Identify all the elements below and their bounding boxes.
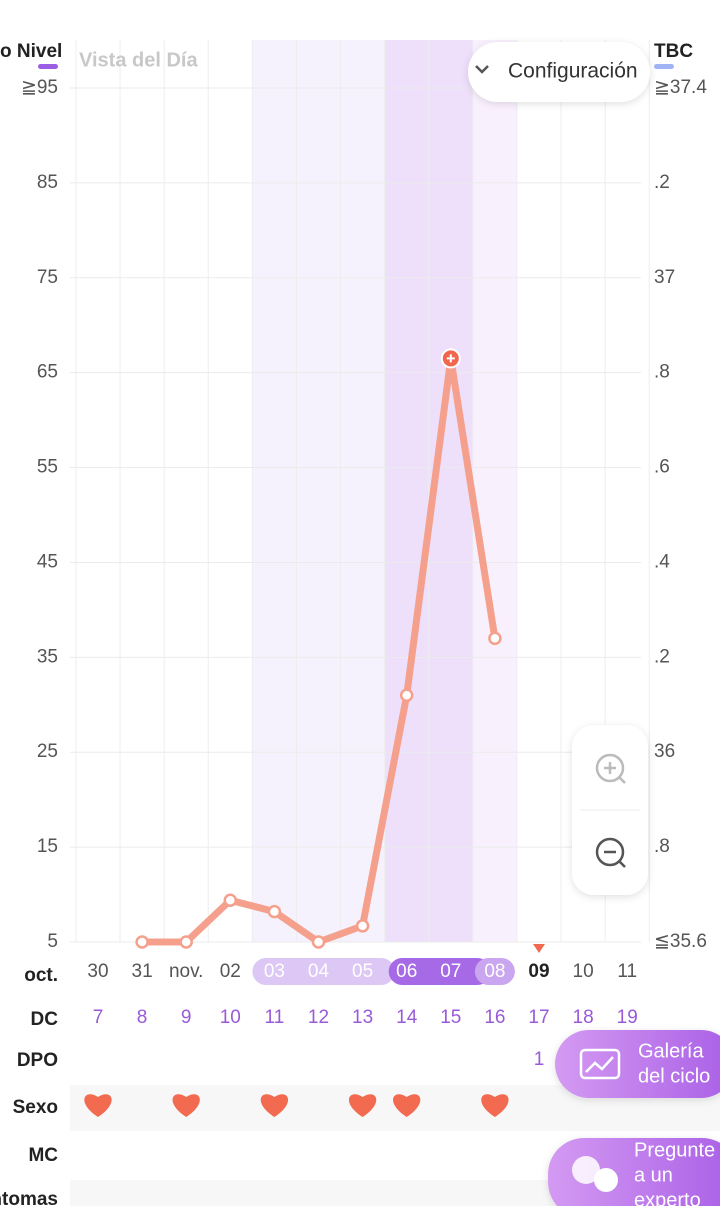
dc-value: 17 <box>528 1007 549 1028</box>
heart-icon <box>393 1094 421 1117</box>
dc-value: 15 <box>440 1007 461 1028</box>
y2-tick-label: 36 <box>654 741 675 762</box>
zoom-out[interactable] <box>595 837 626 868</box>
legend-swatch <box>38 64 58 69</box>
y-tick-label: 65 <box>37 362 58 383</box>
dc-value: 9 <box>181 1007 192 1028</box>
data-point <box>355 919 370 933</box>
x-tick-label: 06 <box>396 961 417 982</box>
dc-value: 16 <box>484 1007 505 1028</box>
x-tick-label: 02 <box>220 961 241 982</box>
settings-button[interactable] <box>468 42 650 102</box>
dc-value: 11 <box>265 1007 285 1028</box>
phase-band <box>472 40 517 942</box>
peak-icon <box>446 354 455 363</box>
row-label: DC <box>31 1009 59 1030</box>
date-pill <box>388 958 491 985</box>
y-tick-label: 55 <box>37 457 58 478</box>
y-tick-label: 75 <box>37 267 58 288</box>
data-point <box>311 935 326 949</box>
y2-tick-label: .2 <box>654 172 670 193</box>
y2-tick-label: .6 <box>654 457 670 478</box>
heart-icon <box>172 1094 200 1117</box>
x-tick-label: 07 <box>440 961 461 982</box>
dc-value: 19 <box>617 1007 638 1028</box>
x-tick-label: 11 <box>617 961 637 982</box>
row-label: DPO <box>17 1050 58 1071</box>
y2-tick-label: ≦35.6 <box>654 931 707 952</box>
ask-label[interactable]: a un <box>634 1164 673 1186</box>
right-title: TBC <box>654 41 693 62</box>
x-tick-label: 10 <box>573 961 594 982</box>
dc-value: 14 <box>396 1007 418 1028</box>
dc-value: 10 <box>220 1007 241 1028</box>
chevron-icon <box>475 65 489 74</box>
settings-label[interactable]: Configuración <box>508 60 638 83</box>
y-tick-label: 35 <box>37 646 58 667</box>
gallery-icon <box>579 1048 621 1080</box>
gallery-label[interactable]: del ciclo <box>638 1065 710 1087</box>
y2-tick-label: .4 <box>654 551 670 572</box>
y-tick-label: 5 <box>47 931 58 952</box>
ask-button[interactable] <box>548 1138 720 1206</box>
legend-swatch <box>654 64 674 69</box>
x-tick-label: 31 <box>132 961 153 982</box>
y-tick-label: 85 <box>37 172 58 193</box>
x-tick-label: 30 <box>87 961 108 982</box>
plot <box>135 348 502 949</box>
phase-band <box>252 40 385 942</box>
x-tick-label: nov. <box>169 961 204 982</box>
gallery-button[interactable] <box>555 1030 720 1098</box>
today-marker <box>533 944 545 953</box>
y-tick-label: 45 <box>37 551 58 572</box>
y2-tick-label: 37 <box>654 267 675 288</box>
ask-label[interactable]: Pregunte <box>634 1139 715 1161</box>
data-point <box>179 935 193 949</box>
heart-icon <box>260 1094 289 1117</box>
y2-tick-label: ≧37.4 <box>654 77 707 98</box>
heart-icon <box>348 1094 377 1117</box>
x-tick-label: 03 <box>264 961 285 982</box>
y2-tick-label: .8 <box>654 836 670 857</box>
dc-value: 18 <box>573 1007 594 1028</box>
data-point <box>267 904 282 919</box>
dc-value: 8 <box>137 1007 148 1028</box>
dc-value: 7 <box>93 1007 104 1028</box>
heart-icon <box>481 1094 509 1117</box>
date-pill <box>474 958 515 985</box>
dpo-value: 1 <box>534 1049 545 1070</box>
ask-icon <box>572 1156 618 1192</box>
gallery-label[interactable]: Galería <box>638 1040 704 1062</box>
x-tick-label: 05 <box>352 961 373 982</box>
ask-label[interactable]: experto <box>634 1189 701 1206</box>
date-pill <box>252 958 395 985</box>
data-point <box>488 631 502 646</box>
data-point <box>135 935 149 949</box>
y2-tick-label: .8 <box>654 362 670 383</box>
y-tick-label: 15 <box>37 836 58 857</box>
view-label[interactable]: Vista del Día <box>79 49 198 71</box>
x-tick-label: 04 <box>308 961 330 982</box>
dc-value: 12 <box>308 1007 329 1028</box>
y2-tick-label: .2 <box>654 646 670 667</box>
data-point <box>223 893 238 907</box>
dc-value: 13 <box>352 1007 373 1028</box>
y-tick-label: ≧95 <box>21 77 58 98</box>
left-title: o Nivel <box>0 41 62 62</box>
x-tick-label: 09 <box>528 961 549 982</box>
month-label: oct. <box>24 965 58 986</box>
heart-icon <box>84 1094 112 1117</box>
zoom-in[interactable] <box>595 753 626 784</box>
row-label: MC <box>28 1145 58 1166</box>
background <box>70 40 650 943</box>
row-label: ntomas <box>0 1189 58 1206</box>
y-tick-label: 25 <box>37 741 58 762</box>
data-point <box>399 688 414 703</box>
x-tick-label: 08 <box>484 961 505 982</box>
row-label: Sexo <box>13 1097 58 1118</box>
